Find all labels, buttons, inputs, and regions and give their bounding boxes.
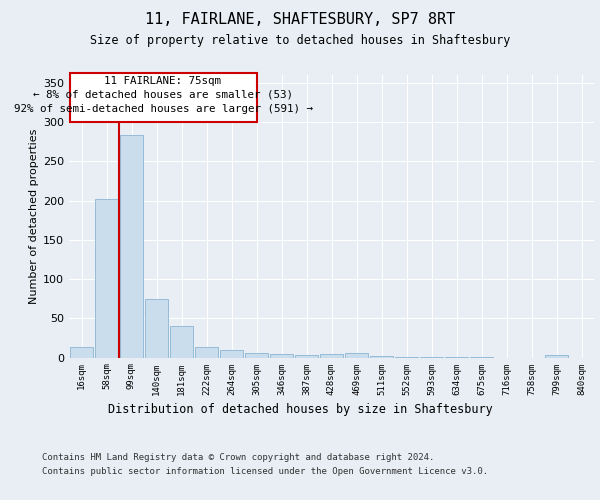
Bar [470,356,493,358]
Text: Contains public sector information licensed under the Open Government Licence v3: Contains public sector information licen… [42,468,488,476]
Bar [370,356,393,358]
Bar [245,353,268,358]
Bar [395,356,418,358]
Text: 11, FAIRLANE, SHAFTESBURY, SP7 8RT: 11, FAIRLANE, SHAFTESBURY, SP7 8RT [145,12,455,28]
Text: Size of property relative to detached houses in Shaftesbury: Size of property relative to detached ho… [90,34,510,47]
Bar [120,136,143,358]
Y-axis label: Number of detached properties: Number of detached properties [29,128,39,304]
Bar [220,350,243,358]
Bar [145,300,168,358]
Bar [270,354,293,358]
Bar [345,353,368,358]
Bar [195,346,218,358]
Bar [295,355,318,358]
Text: Contains HM Land Registry data © Crown copyright and database right 2024.: Contains HM Land Registry data © Crown c… [42,452,434,462]
Bar [70,348,93,358]
Text: Distribution of detached houses by size in Shaftesbury: Distribution of detached houses by size … [107,402,493,415]
Text: 11 FAIRLANE: 75sqm
← 8% of detached houses are smaller (53)
92% of semi-detached: 11 FAIRLANE: 75sqm ← 8% of detached hous… [14,76,313,114]
Bar [170,326,193,358]
Bar [70,74,257,122]
Bar [445,356,468,358]
Bar [545,355,568,358]
Bar [95,199,118,358]
Bar [420,356,443,358]
Bar [320,354,343,358]
